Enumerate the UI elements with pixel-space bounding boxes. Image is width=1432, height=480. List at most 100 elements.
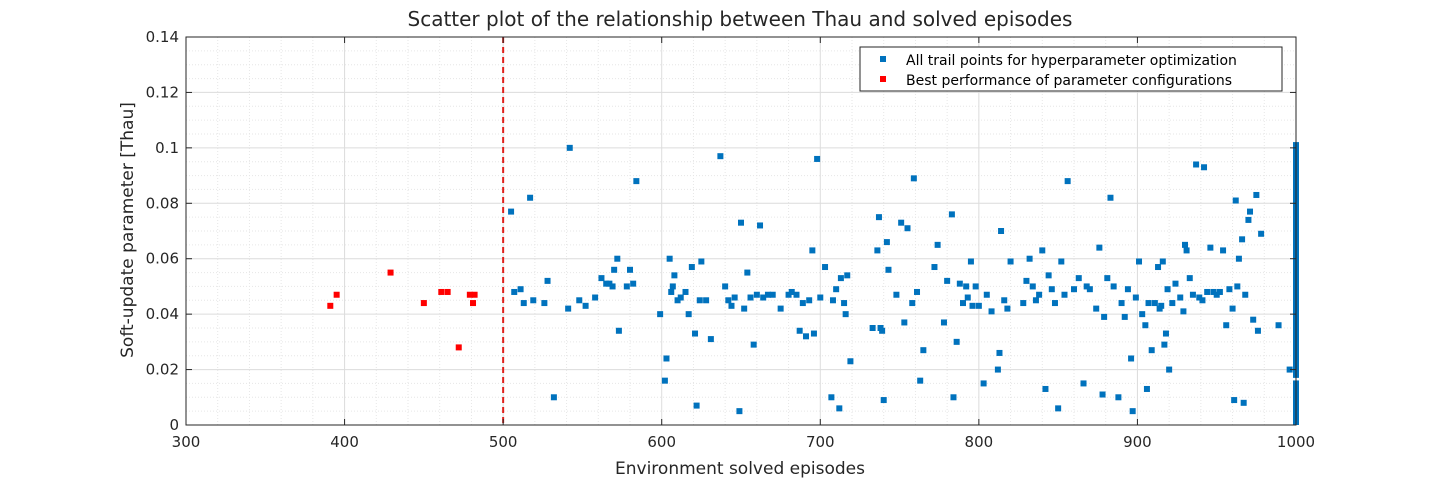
data-point	[757, 222, 764, 229]
data-point	[750, 341, 757, 348]
data-point	[1055, 405, 1062, 412]
data-point	[693, 402, 700, 409]
y-tick-label: 0.1	[155, 139, 179, 157]
data-point	[1101, 313, 1108, 320]
data-point	[565, 305, 572, 312]
data-point	[994, 366, 1001, 373]
data-point	[1032, 297, 1039, 304]
data-point	[883, 239, 890, 246]
y-tick-label: 0.04	[146, 305, 179, 323]
data-point	[747, 294, 754, 301]
data-point	[1234, 283, 1241, 290]
data-point	[836, 405, 843, 412]
data-point	[1235, 255, 1242, 262]
data-point	[893, 291, 900, 298]
data-point	[793, 291, 800, 298]
data-point	[657, 311, 664, 318]
data-point	[1048, 286, 1055, 293]
data-point	[327, 302, 334, 309]
data-point	[633, 178, 640, 185]
legend-label-best: Best performance of parameter configurat…	[906, 73, 1232, 89]
y-tick-label: 0.12	[146, 83, 179, 101]
data-point	[615, 327, 622, 334]
data-point	[1213, 291, 1220, 298]
data-point	[885, 266, 892, 273]
x-tick-label: 300	[172, 433, 201, 451]
legend-marker-best	[880, 76, 886, 82]
data-point	[1071, 286, 1077, 293]
data-point	[879, 327, 886, 334]
data-point	[1239, 236, 1246, 243]
data-point	[1229, 305, 1236, 312]
data-point	[934, 241, 941, 248]
data-point	[603, 280, 610, 287]
data-point	[769, 291, 776, 298]
data-point	[1161, 341, 1168, 348]
data-point	[753, 291, 760, 298]
data-point	[1172, 280, 1179, 287]
data-point	[511, 288, 518, 295]
data-point	[1058, 258, 1065, 265]
data-point	[520, 300, 527, 307]
data-point	[1226, 286, 1233, 293]
data-point	[777, 305, 784, 312]
data-point	[666, 255, 673, 262]
data-point	[1220, 247, 1227, 254]
series-1	[508, 142, 1299, 425]
data-point	[1132, 294, 1139, 301]
data-point	[1193, 161, 1200, 168]
data-point	[975, 302, 982, 309]
y-axis-label: Soft-update parameter [Thau]	[118, 102, 138, 358]
data-point	[606, 280, 613, 287]
data-point	[1148, 347, 1155, 354]
data-point	[803, 333, 810, 340]
data-point	[944, 277, 951, 284]
data-point	[444, 288, 451, 295]
data-point	[1110, 283, 1117, 290]
data-point	[1158, 302, 1165, 309]
data-point	[598, 275, 605, 282]
data-point	[814, 155, 821, 162]
data-point	[948, 211, 955, 218]
data-point	[810, 330, 817, 337]
data-point	[842, 311, 849, 318]
data-point	[844, 272, 851, 279]
data-point	[996, 349, 1003, 356]
data-point	[1083, 283, 1090, 290]
data-point	[940, 319, 947, 326]
data-point	[1245, 216, 1252, 223]
data-point	[1182, 241, 1188, 248]
y-tick-label: 0.08	[146, 194, 179, 212]
data-point	[799, 300, 806, 307]
data-point	[736, 408, 743, 415]
data-point	[692, 330, 699, 337]
data-point	[1143, 385, 1150, 392]
data-point	[1036, 291, 1043, 298]
data-point	[1250, 316, 1257, 323]
data-point	[1286, 366, 1293, 373]
data-point	[1242, 291, 1249, 298]
data-point	[969, 302, 976, 309]
data-point	[1107, 194, 1114, 201]
data-point	[728, 302, 735, 309]
data-point	[833, 286, 840, 293]
chart-title: Scatter plot of the relationship between…	[408, 7, 1073, 31]
data-point	[688, 264, 695, 271]
data-point	[1199, 297, 1206, 304]
data-point	[1210, 288, 1217, 295]
data-point	[1145, 300, 1152, 307]
data-point	[988, 308, 995, 315]
data-point	[470, 300, 477, 307]
data-point	[1020, 300, 1027, 307]
data-point	[677, 294, 684, 301]
data-point	[707, 336, 714, 343]
data-point	[1099, 391, 1106, 398]
data-point	[1204, 288, 1211, 295]
data-point	[550, 394, 557, 401]
data-point	[738, 219, 744, 226]
data-point	[1023, 277, 1030, 284]
data-point	[1029, 283, 1036, 290]
data-point	[1093, 305, 1100, 312]
data-point	[420, 300, 427, 307]
